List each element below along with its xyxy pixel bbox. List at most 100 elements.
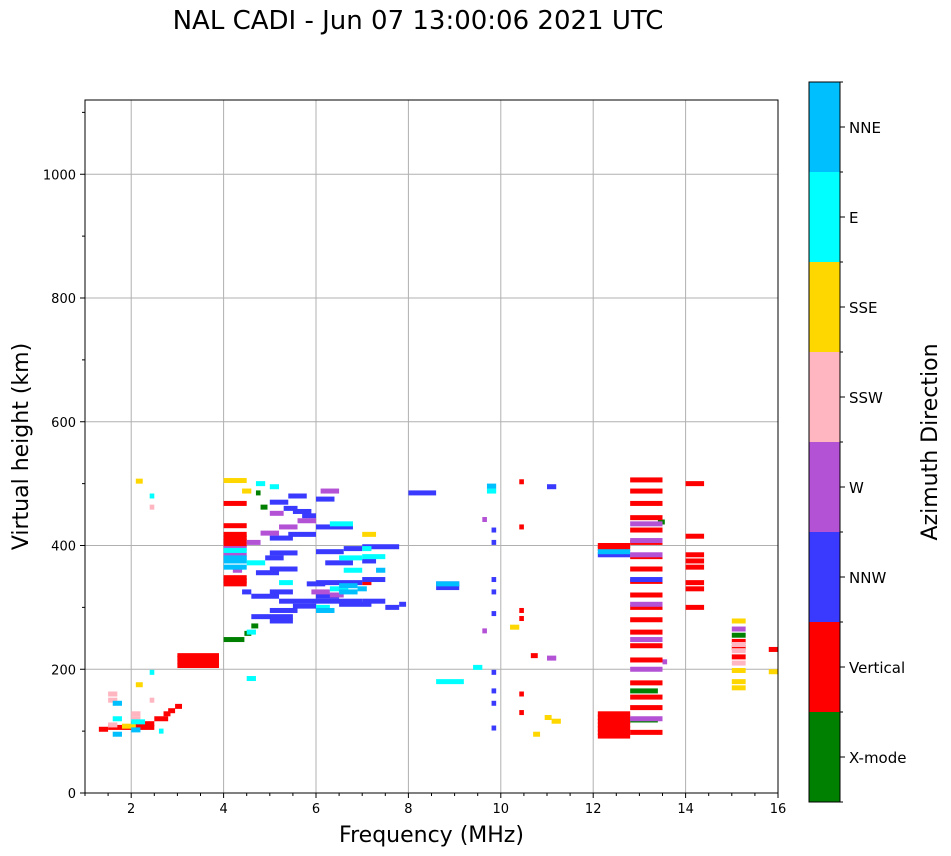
echo-point [597,715,631,721]
x-tick-label: 8 [404,802,412,817]
echo-point [246,560,266,566]
echo-point [246,629,256,635]
x-tick-label: 16 [770,802,787,817]
echo-point [362,531,377,537]
echo-point [399,601,407,607]
echo-point [269,535,293,541]
echo-point [112,731,122,737]
echo-point [597,722,631,728]
echo-point [731,638,746,644]
echo-point [510,624,520,630]
echo-point [177,653,219,659]
echo-point [112,716,122,722]
echo-point [491,539,497,545]
colorbar-swatch [809,172,840,262]
echo-point [731,626,746,632]
echo-point [149,493,155,499]
echo-point [630,515,663,521]
x-tick-label: 4 [219,802,227,817]
echo-point [223,558,247,564]
echo-point [731,667,746,673]
colorbar-swatch [809,262,840,352]
echo-point [519,524,524,530]
echo-point [269,484,280,490]
y-axis-label: Virtual height (km) [9,343,34,550]
echo-point [269,607,298,613]
echo-point [223,637,245,643]
echo-point [630,601,663,607]
echo-point [630,577,663,583]
x-tick-label: 10 [493,802,510,817]
echo-point [491,700,497,706]
echo-point [685,564,705,570]
echo-point [177,659,219,665]
echo-point [292,603,316,609]
echo-point [362,580,372,586]
echo-point [108,697,118,703]
echo-point [357,586,367,592]
echo-point [630,637,663,643]
echo-point [279,598,316,604]
colorbar-tick-label: X-mode [849,749,906,767]
echo-point [385,604,400,610]
echo-point [408,490,437,496]
echo-point [597,726,631,732]
plot-background [85,100,778,793]
echo-point [135,682,143,688]
echo-point [362,558,377,564]
echo-point [630,705,663,711]
echo-point [177,663,219,669]
echo-point [246,676,256,682]
echo-point [131,727,141,733]
echo-point [320,488,340,494]
echo-point [519,710,524,716]
echo-point [630,617,663,623]
echo-point [685,481,705,487]
echo-point [630,527,663,533]
echo-point [630,694,663,700]
echo-point [630,666,663,672]
echo-point [255,490,261,496]
echo-point [223,531,247,537]
echo-point [223,500,247,506]
colorbar-swatch [809,532,840,622]
echo-point [597,711,631,717]
echo-point [482,517,487,523]
echo-point [316,549,344,555]
echo-point [597,543,631,548]
echo-point [269,510,284,516]
series-sse [121,478,778,737]
series-nne [112,483,631,737]
marks [98,477,778,739]
echo-point [491,577,497,583]
echo-point [486,483,497,489]
colorbar: X-mode Vertical NNW W SSW SSE E NNE [808,81,906,803]
echo-point [339,555,363,561]
echo-point [329,586,349,592]
x-tick-label: 14 [677,802,694,817]
echo-point [288,531,316,537]
echo-point [255,481,266,487]
echo-point [232,567,243,573]
echo-point [630,643,663,649]
echo-point [731,642,746,647]
colorbar-tick-label: SSE [849,299,878,317]
echo-point [685,604,705,610]
series-vertical [98,477,778,739]
echo-point [149,504,155,510]
echo-point [339,601,372,607]
colorbar-swatch [809,82,840,172]
echo-point [662,659,668,665]
echo-point [316,524,353,530]
echo-point [112,700,122,706]
echo-point [731,685,746,691]
echo-point [597,546,631,552]
echo-point [329,592,344,598]
echo-point [491,669,497,675]
echo-point [265,555,284,561]
axes: 2 4 6 8 10 12 14 16 0 200 400 600 800 1000 [43,99,787,817]
echo-point [311,589,330,595]
colorbar-tick-label: SSW [849,389,883,407]
echo-point [269,566,298,572]
echo-point [685,586,705,592]
